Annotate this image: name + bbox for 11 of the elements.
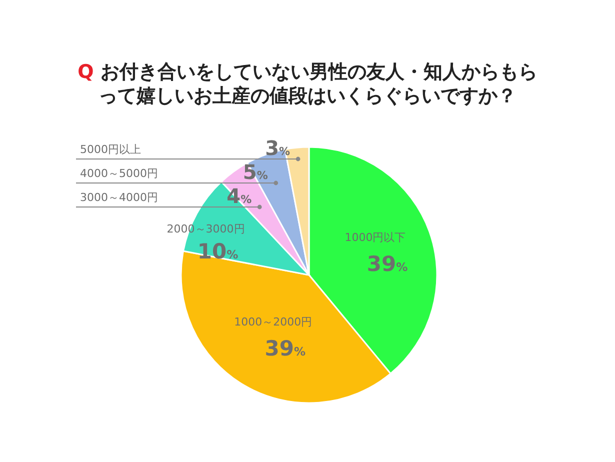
title: Q お付き合いをしていない男性の友人・知人からもら — [78, 61, 538, 83]
slice-label: 4000～5000円 — [80, 167, 158, 180]
data-label: 39% — [264, 336, 306, 361]
data-label: 5% — [242, 160, 268, 184]
slice-label: 3000～4000円 — [80, 191, 158, 204]
slice-label: 1000～2000円 — [234, 316, 312, 329]
data-label: 3% — [265, 136, 290, 160]
slice-label: 5000円以上 — [80, 143, 141, 156]
data-label: 39% — [366, 252, 408, 276]
slice-label: 1000円以下 — [344, 231, 406, 244]
title: って嬉しいお土産の値段はいくらぐらいですか？ — [98, 85, 516, 107]
